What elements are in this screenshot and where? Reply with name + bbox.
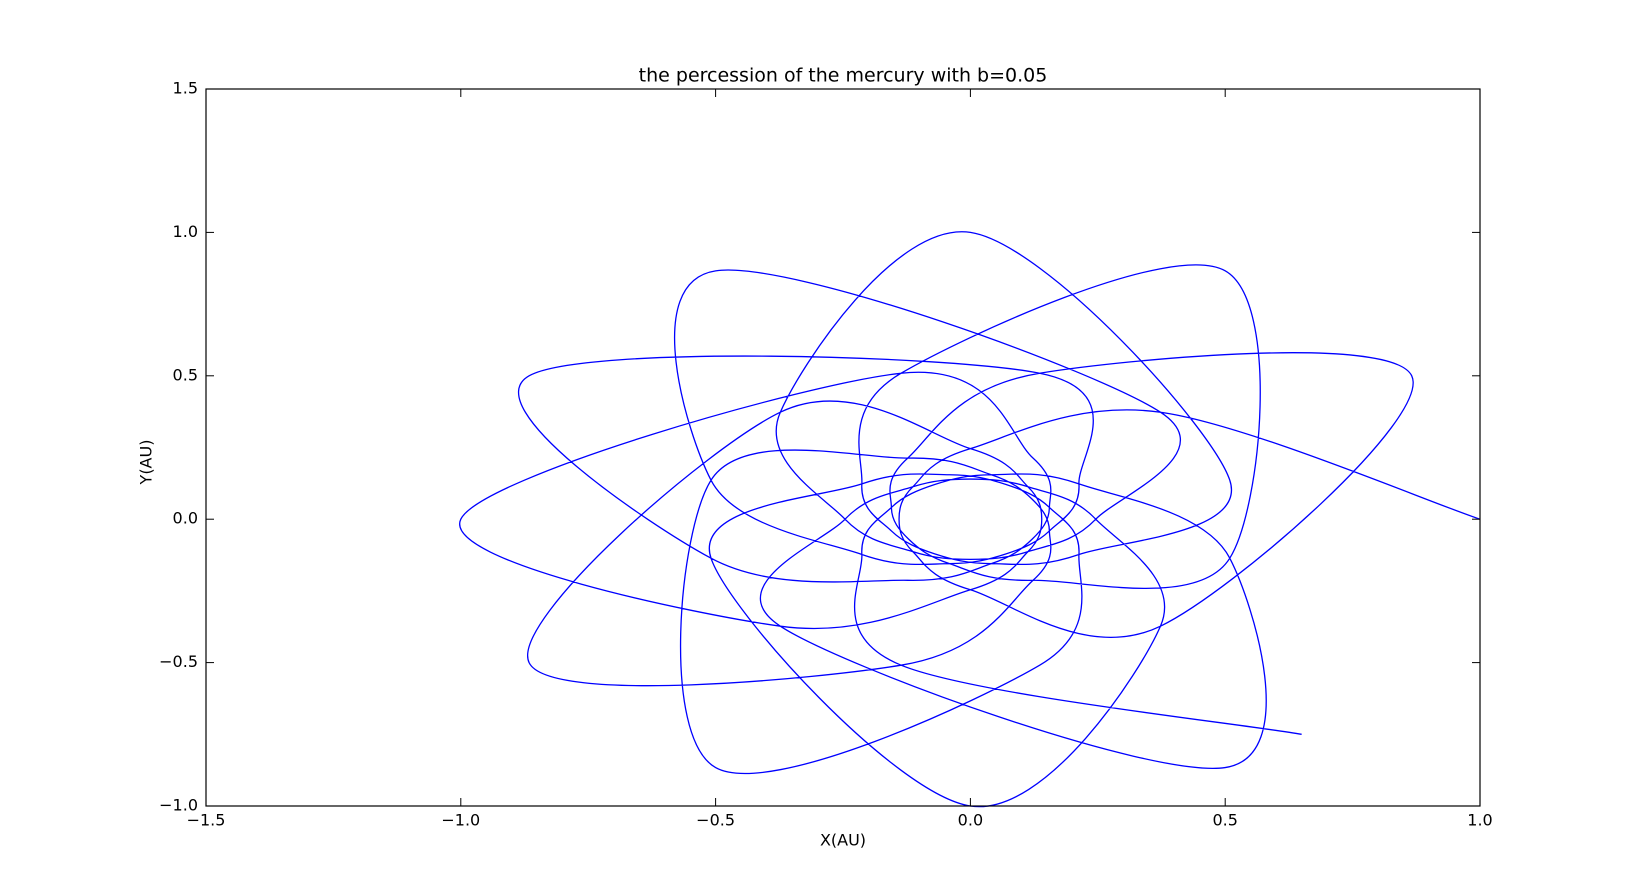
plot-frame xyxy=(205,88,1481,807)
y-tick-label: −1.0 xyxy=(159,796,198,815)
x-tick-label: −1.5 xyxy=(187,811,226,830)
x-tick-label: 0.5 xyxy=(1212,811,1237,830)
x-tick-label: 1.0 xyxy=(1467,811,1492,830)
x-axis-label: X(AU) xyxy=(820,831,866,850)
y-tick-label: 0.5 xyxy=(173,365,198,384)
y-tick-label: 1.0 xyxy=(173,222,198,241)
y-axis-label: Y(AU) xyxy=(137,440,156,486)
chart-title: the percession of the mercury with b=0.0… xyxy=(639,65,1048,87)
x-tick-label: 0.0 xyxy=(958,811,983,830)
y-tick-label: −0.5 xyxy=(159,652,198,671)
x-tick-label: −0.5 xyxy=(696,811,735,830)
orbit-line xyxy=(459,231,1481,808)
y-tick-label: 1.5 xyxy=(173,79,198,98)
x-tick-label: −1.0 xyxy=(441,811,480,830)
y-tick-label: 0.0 xyxy=(173,509,198,528)
